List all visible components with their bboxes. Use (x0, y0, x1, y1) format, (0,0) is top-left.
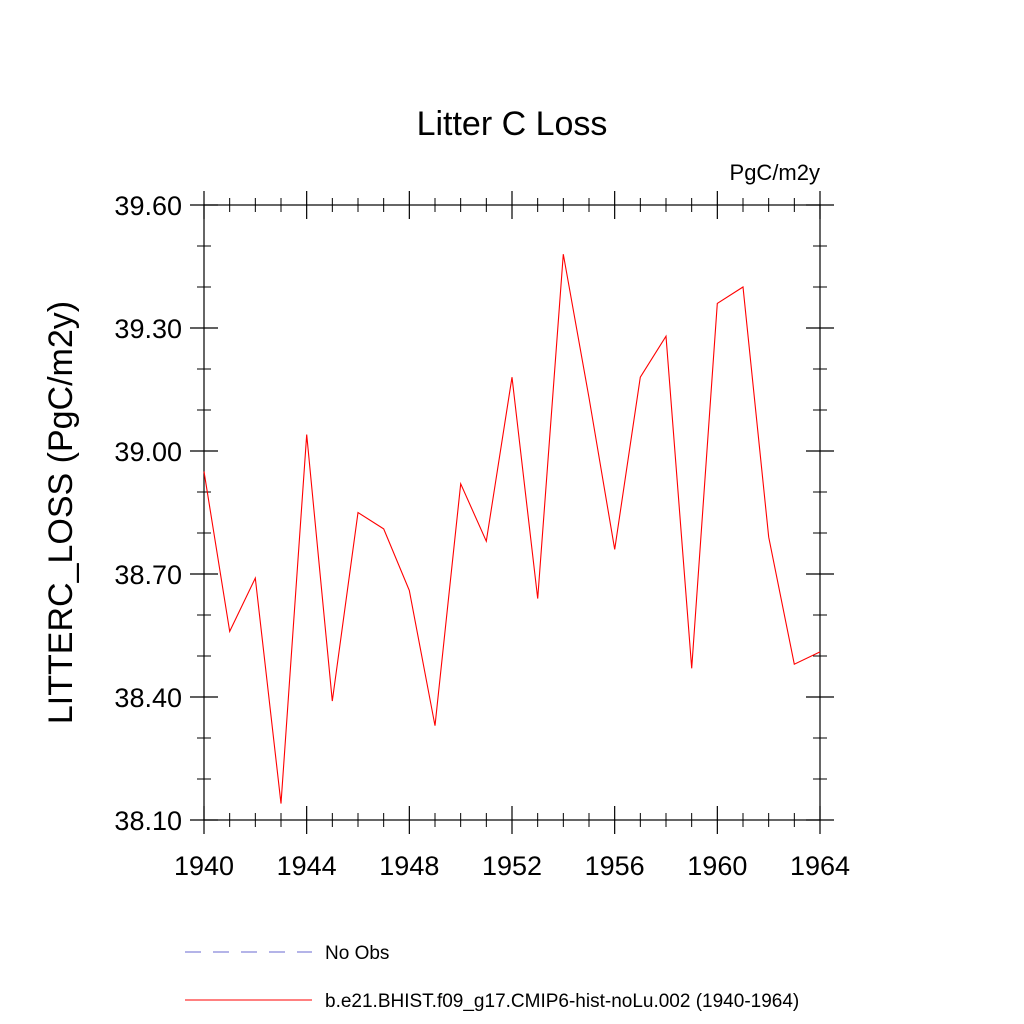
x-tick-label: 1960 (687, 851, 747, 881)
y-axis-label: LITTERC_LOSS (PgC/m2y) (42, 301, 80, 724)
series-layer (203, 254, 821, 804)
x-tick-label: 1948 (379, 851, 439, 881)
x-tick-label: 1952 (482, 851, 542, 881)
series-line-1 (203, 254, 821, 804)
y-tick-label: 38.70 (114, 560, 182, 590)
axis-ticks (190, 191, 834, 834)
x-tick-label: 1944 (277, 851, 337, 881)
legend-label: b.e21.BHIST.f09_g17.CMIP6-hist-noLu.002 … (325, 991, 799, 1012)
x-tick-label: 1940 (174, 851, 234, 881)
y-tick-label: 38.40 (114, 683, 182, 713)
tick-labels: 1940 1944 1948 1952 1956 1960 1964 38.10 38.40 38… (114, 191, 850, 881)
legend-label: No Obs (325, 943, 389, 964)
chart-title: Litter C Loss (417, 105, 608, 143)
y-tick-label: 39.30 (114, 314, 182, 344)
y-tick-label: 39.00 (114, 437, 182, 467)
units-label: PgC/m2y (730, 160, 820, 185)
legend: No Obs b.e21.BHIST.f09_g17.CMIP6-hist-noL… (185, 943, 799, 1012)
y-tick-label: 38.10 (114, 806, 182, 836)
x-tick-label: 1956 (585, 851, 645, 881)
x-tick-label: 1964 (790, 851, 850, 881)
y-tick-label: 39.60 (114, 191, 182, 221)
